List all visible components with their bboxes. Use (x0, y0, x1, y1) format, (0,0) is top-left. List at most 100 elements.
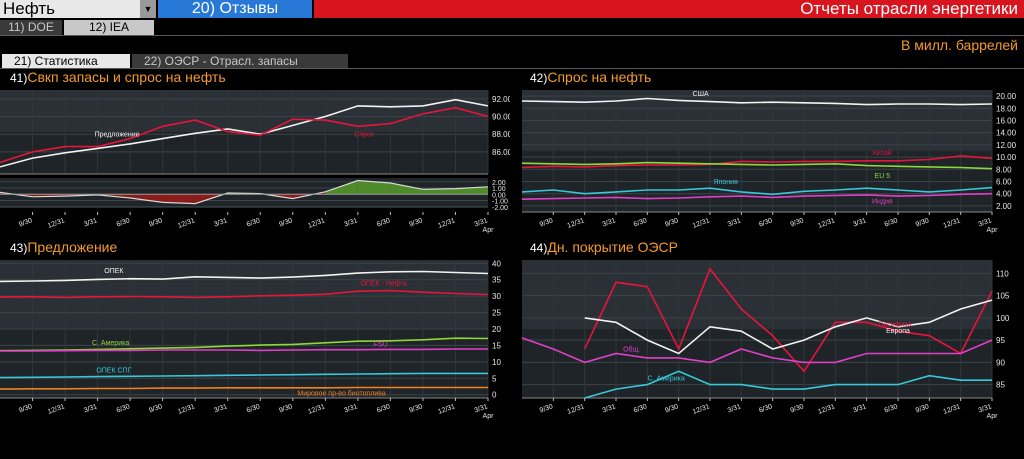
x-axis-label: Apr (987, 413, 999, 420)
series-label: ОПЕК (104, 268, 124, 275)
reviews-button[interactable]: 20) Отзывы (158, 0, 312, 18)
x-tick-label: 6/30 (116, 403, 131, 414)
units-note: В милл. баррелей (901, 37, 1018, 53)
x-tick-label: 9/30 (148, 403, 163, 414)
series-label: Китай (873, 149, 892, 157)
y-tick-label: 35 (492, 276, 501, 285)
tab-doe[interactable]: 11) DOE (0, 20, 62, 35)
x-tick-label: 9/30 (664, 217, 679, 228)
y-tick-label: 18.00 (996, 104, 1017, 113)
y-tick-label: 2.00 (492, 180, 506, 187)
x-tick-label: 12/31 (692, 217, 711, 230)
page-title: Отчеты отрасли энергетики (314, 0, 1024, 18)
security-field[interactable]: Нефть (0, 0, 140, 18)
series-label: Предложение (95, 132, 140, 139)
series-label: Спрос (354, 132, 375, 139)
y-tick-label: 10.00 (996, 153, 1017, 162)
panel-title-text: Дн. покрытие ОЭСР (547, 239, 678, 255)
x-tick-label: 9/30 (148, 217, 163, 228)
x-tick-label: 3/31 (83, 217, 98, 228)
series-line (521, 97, 993, 106)
x-tick-label: 12/31 (437, 403, 456, 416)
x-tick-label: 6/30 (758, 217, 773, 228)
x-tick-label: 12/31 (817, 217, 836, 230)
x-tick-label: 6/30 (633, 403, 648, 414)
series-line (521, 337, 993, 364)
x-tick-label: 12/31 (942, 403, 961, 416)
x-tick-label: 9/30 (539, 403, 554, 414)
panel-number: 42) (530, 71, 548, 85)
panel-title-text: Спрос на нефть (547, 69, 652, 85)
y-tick-label: 15 (492, 341, 501, 350)
y-tick-label: 14.00 (996, 129, 1017, 138)
x-tick-label: 9/30 (408, 217, 423, 228)
x-tick-label: 3/31 (852, 217, 867, 228)
chart-supply: 40 35 30 25 20 15 10 5 0 ОПЕК ОПЕК - Нефть С. Амери… (0, 259, 501, 420)
panel-title-coverage: 44)Дн. покрытие ОЭСР (530, 239, 678, 255)
series-label: Мировое пр-во биотоплива (297, 390, 385, 398)
y-tick-label: 0.00 (492, 192, 506, 199)
x-tick-label: 3/31 (727, 403, 742, 414)
x-tick-label: 3/31 (977, 403, 992, 414)
spread-area (357, 180, 391, 195)
panel-title-text: Свкп запасы и спрос на нефть (27, 69, 226, 85)
x-tick-label: 12/31 (692, 403, 711, 416)
series-line (0, 348, 488, 352)
x-tick-label: 6/30 (883, 403, 898, 414)
x-tick-label: 6/30 (376, 403, 391, 414)
x-tick-label: 3/31 (213, 403, 228, 414)
panel-number: 41) (10, 71, 28, 85)
y-tick-label: 88.00 (492, 130, 510, 139)
y-tick-label: 0 (492, 391, 497, 400)
series-label: ОПЕК СПГ (96, 367, 131, 374)
y-tick-label: 86.00 (492, 148, 510, 157)
x-tick-label: 3/31 (473, 217, 488, 228)
spread-area (390, 183, 423, 195)
series-line (0, 372, 488, 379)
series-label: С. Америка (92, 340, 129, 347)
divider (0, 35, 1024, 36)
y-tick-label: 105 (996, 292, 1010, 301)
series-label: Европа (886, 328, 910, 335)
series-line (0, 289, 489, 299)
divider (0, 68, 1024, 69)
x-tick-label: 12/31 (942, 217, 961, 230)
y-tick-label: 4.00 (996, 190, 1012, 199)
y-tick-label: 10 (492, 358, 501, 367)
chevron-down-icon[interactable]: ▼ (140, 0, 156, 18)
x-tick-label: 12/31 (566, 403, 585, 416)
y-tick-label: 85 (996, 381, 1005, 390)
y-tick-label: 100 (996, 314, 1010, 323)
y-tick-label: 110 (996, 269, 1009, 278)
tab-statistics[interactable]: 21) Статистика (2, 54, 130, 68)
panel-title-demand: 42)Спрос на нефть (530, 69, 651, 85)
x-tick-label: 9/30 (789, 403, 804, 414)
y-tick-label: 90.00 (492, 113, 510, 122)
tab-oecd-stocks[interactable]: 22) ОЭСР - Отрасл. запасы (132, 54, 348, 68)
series-label: С. Америка (648, 376, 685, 383)
x-tick-label: 6/30 (246, 217, 261, 228)
x-tick-label: 12/31 (177, 217, 196, 230)
x-tick-label: 12/31 (307, 403, 326, 416)
x-tick-label: 6/30 (376, 217, 391, 228)
x-tick-label: 3/31 (83, 403, 98, 414)
series-label: ОПЕК - Нефть (360, 281, 407, 288)
x-axis-label: Apr (483, 227, 495, 234)
x-axis-label: Apr (483, 413, 495, 420)
x-tick-label: 12/31 (47, 403, 66, 416)
x-tick-label: 3/31 (727, 217, 742, 228)
series-line (521, 155, 993, 169)
tab-iea[interactable]: 12) IEA (64, 20, 154, 35)
series-line (0, 337, 489, 352)
x-tick-label: 9/30 (278, 403, 293, 414)
x-tick-label: 12/31 (566, 217, 585, 230)
y-tick-label: 1.00 (492, 186, 506, 193)
series-line (583, 267, 993, 373)
x-tick-label: 9/30 (789, 217, 804, 228)
x-tick-label: 3/31 (473, 403, 488, 414)
y-tick-label: 12.00 (996, 141, 1017, 150)
x-tick-label: 12/31 (817, 403, 836, 416)
series-label: Общ. (623, 346, 640, 354)
series-line (521, 186, 993, 196)
